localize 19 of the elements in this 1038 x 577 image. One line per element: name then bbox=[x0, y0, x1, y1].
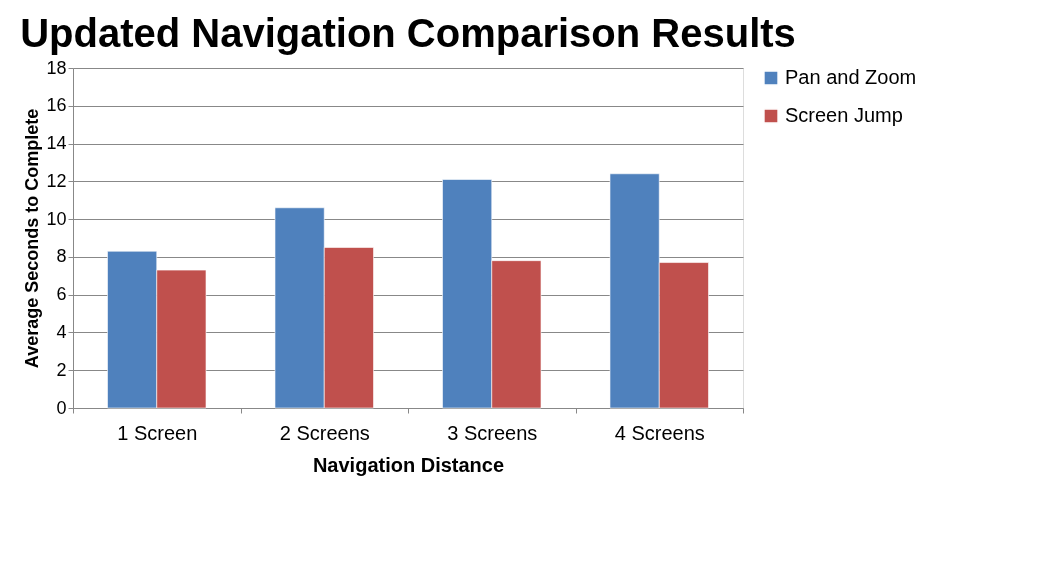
y-axis-title: Average Seconds to Complete bbox=[22, 108, 43, 369]
x-axis-title: Navigation Distance bbox=[312, 453, 505, 476]
x-tick-label: 4 Screens bbox=[614, 421, 705, 444]
legend-label: Screen Jump bbox=[785, 104, 903, 126]
y-tick-label: 14 bbox=[46, 133, 67, 154]
x-tick-label: 2 Screens bbox=[279, 421, 370, 444]
y-tick-label: 6 bbox=[56, 284, 67, 305]
y-tick-label: 12 bbox=[46, 170, 67, 191]
y-tick-label: 8 bbox=[56, 246, 67, 267]
y-tick-label: 4 bbox=[56, 321, 67, 342]
chart-title: Updated Navigation Comparison Results bbox=[20, 11, 796, 55]
y-tick-label: 10 bbox=[46, 208, 67, 229]
y-tick-label: 2 bbox=[56, 359, 67, 380]
y-tick-label: 18 bbox=[46, 57, 67, 78]
y-tick-label: 16 bbox=[46, 95, 67, 116]
legend-label: Pan and Zoom bbox=[785, 66, 917, 88]
y-tick-label: 0 bbox=[56, 397, 67, 418]
x-tick-label: 1 Screen bbox=[117, 421, 198, 444]
x-tick-label: 3 Screens bbox=[447, 421, 538, 444]
